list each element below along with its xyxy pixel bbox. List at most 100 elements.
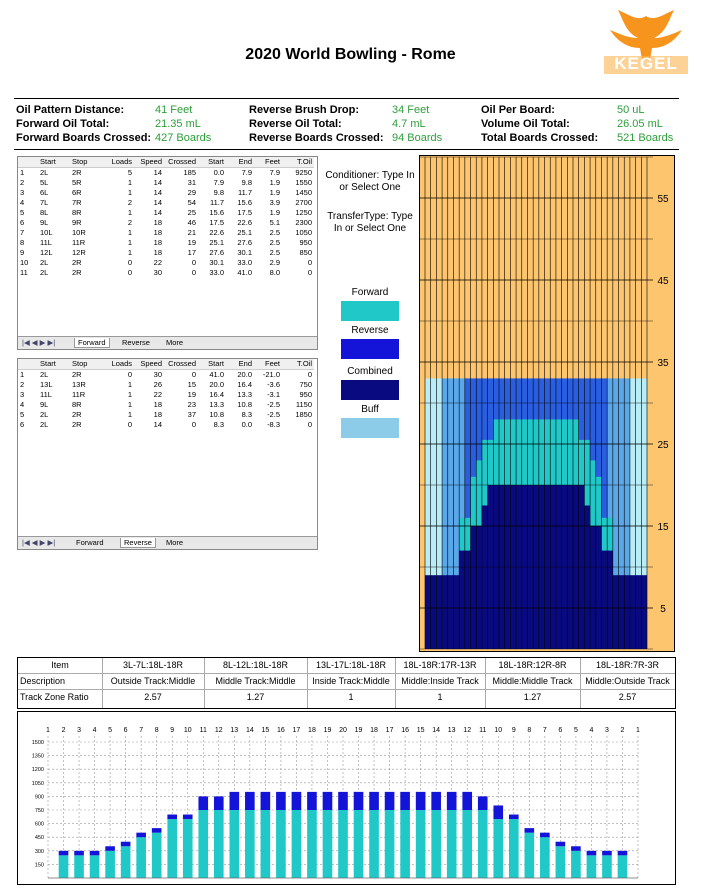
table-cell[interactable]: 7 <box>20 228 25 237</box>
table-cell[interactable]: 15 <box>187 380 196 389</box>
table-cell[interactable]: 16.4 <box>237 380 252 389</box>
table-cell[interactable]: 5.1 <box>269 218 280 227</box>
table-cell[interactable]: 1.9 <box>269 188 280 197</box>
table-cell[interactable]: 3.9 <box>269 198 280 207</box>
table-cell[interactable]: 4 <box>20 400 25 409</box>
table-cell[interactable]: 13L <box>40 380 53 389</box>
table-row[interactable]: 2 13L 13R 1 26 15 20.0 16.4 -3.6 750 <box>18 380 314 390</box>
table-cell[interactable]: 0 <box>191 258 196 267</box>
table-cell[interactable]: 30 <box>153 370 162 379</box>
table-cell[interactable]: 0 <box>191 420 196 429</box>
table-cell[interactable]: 12R <box>72 248 86 257</box>
table-cell[interactable]: 2.5 <box>269 228 280 237</box>
table-cell[interactable]: 2 <box>20 380 25 389</box>
table-row[interactable]: 4 9L 8R 1 18 23 13.3 10.8 -2.5 1150 <box>18 400 314 410</box>
table-cell[interactable]: 5 <box>20 410 25 419</box>
table-cell[interactable]: 9L <box>40 218 49 227</box>
table-cell[interactable]: 11L <box>40 238 52 247</box>
table-cell[interactable]: 2R <box>72 168 82 177</box>
table-cell[interactable]: 10.8 <box>209 410 224 419</box>
table-cell[interactable]: 26 <box>153 380 162 389</box>
table-cell[interactable]: 9R <box>72 218 82 227</box>
table-cell[interactable]: 5 <box>127 168 132 177</box>
table-cell[interactable]: 1150 <box>295 400 312 409</box>
table-cell[interactable]: 2L <box>40 168 49 177</box>
table-cell[interactable]: 5R <box>72 178 82 187</box>
table-cell[interactable]: 22 <box>153 258 162 267</box>
table-cell[interactable]: 6L <box>40 188 49 197</box>
table-cell[interactable]: 1250 <box>295 208 312 217</box>
table-cell[interactable]: 3 <box>20 188 25 197</box>
table-row[interactable]: 5 8L 8R 1 14 25 15.6 17.5 1.9 1250 <box>18 208 314 218</box>
table-row[interactable]: 10 2L 2R 0 22 0 30.1 33.0 2.9 0 <box>18 258 314 268</box>
table-row[interactable]: 1 2L 2R 5 14 185 0.0 7.9 7.9 9250 <box>18 168 314 179</box>
table-cell[interactable]: 3 <box>20 390 25 399</box>
table-cell[interactable]: 14 <box>153 420 162 429</box>
table-cell[interactable]: 1 <box>127 208 132 217</box>
tab-reverse[interactable]: Reverse <box>120 538 156 548</box>
table-cell[interactable]: 13.3 <box>237 390 252 399</box>
sheet-nav-icon[interactable]: |◀ ◀ ▶ ▶| <box>22 538 56 547</box>
table-cell[interactable]: 1050 <box>295 228 312 237</box>
table-cell[interactable]: 950 <box>299 390 312 399</box>
table-cell[interactable]: 0.0 <box>213 168 224 177</box>
table-row[interactable]: 1 2L 2R 0 30 0 41.0 20.0 -21.0 0 <box>18 370 314 381</box>
table-cell[interactable]: 2L <box>40 420 49 429</box>
table-cell[interactable]: 17.5 <box>209 218 224 227</box>
table-cell[interactable]: 2.5 <box>269 248 280 257</box>
table-cell[interactable]: 22.6 <box>237 218 252 227</box>
table-cell[interactable]: 30.1 <box>237 248 252 257</box>
table-cell[interactable]: 30 <box>153 268 162 277</box>
table-cell[interactable]: 14 <box>153 178 162 187</box>
reverse-sheet[interactable]: Start Stop Loads Speed Crossed Start End Feet T.… <box>17 358 318 550</box>
table-cell[interactable]: 10 <box>20 258 29 267</box>
table-cell[interactable]: 8R <box>72 400 82 409</box>
table-cell[interactable]: 16.4 <box>209 390 224 399</box>
table-cell[interactable]: 18 <box>153 218 162 227</box>
table-cell[interactable]: 185 <box>183 168 196 177</box>
table-cell[interactable]: 0 <box>307 370 312 379</box>
table-cell[interactable]: 0 <box>127 258 132 267</box>
table-cell[interactable]: 2R <box>72 420 82 429</box>
table-cell[interactable]: 2R <box>72 258 82 267</box>
table-cell[interactable]: 7L <box>40 198 49 207</box>
table-cell[interactable]: 18 <box>153 400 162 409</box>
sheet-nav-icon[interactable]: |◀ ◀ ▶ ▶| <box>22 338 56 347</box>
table-cell[interactable]: 2L <box>40 410 49 419</box>
table-cell[interactable]: 8 <box>20 238 25 247</box>
table-cell[interactable]: 33.0 <box>209 268 224 277</box>
table-cell[interactable]: 11R <box>72 238 86 247</box>
table-cell[interactable]: 0 <box>127 370 132 379</box>
table-cell[interactable]: 0 <box>127 268 132 277</box>
table-cell[interactable]: 10L <box>40 228 53 237</box>
table-cell[interactable]: 20.0 <box>237 370 252 379</box>
tab-forward[interactable]: Forward <box>74 338 110 348</box>
table-cell[interactable]: 13.3 <box>209 400 224 409</box>
table-cell[interactable]: 1 <box>127 380 132 389</box>
table-cell[interactable]: 15.6 <box>209 208 224 217</box>
table-cell[interactable]: 0 <box>307 258 312 267</box>
table-row[interactable]: 9 12L 12R 1 18 17 27.6 30.1 2.5 850 <box>18 248 314 258</box>
table-cell[interactable]: 1 <box>127 178 132 187</box>
table-cell[interactable]: -3.1 <box>267 390 280 399</box>
table-cell[interactable]: 9.8 <box>213 188 224 197</box>
table-cell[interactable]: 25 <box>187 208 196 217</box>
table-cell[interactable]: 29 <box>187 188 196 197</box>
table-cell[interactable]: 7.9 <box>269 168 280 177</box>
table-cell[interactable]: 13R <box>72 380 86 389</box>
table-cell[interactable]: 2R <box>72 410 82 419</box>
table-cell[interactable]: 11.7 <box>237 188 252 197</box>
table-cell[interactable]: 14 <box>153 168 162 177</box>
conditioner-select[interactable]: Conditioner: Type In or Select One <box>325 170 415 193</box>
tab-more[interactable]: More <box>166 338 184 347</box>
forward-sheet[interactable]: Start Stop Loads Speed Crossed Start End Feet T.… <box>17 156 318 350</box>
table-cell[interactable]: 9 <box>20 248 25 257</box>
table-cell[interactable]: 11R <box>72 390 86 399</box>
table-row[interactable]: 4 7L 7R 2 14 54 11.7 15.6 3.9 2700 <box>18 198 314 208</box>
table-row[interactable]: 6 2L 2R 0 14 0 8.3 0.0 -8.3 0 <box>18 420 314 430</box>
table-cell[interactable]: 27.6 <box>237 238 252 247</box>
table-cell[interactable]: 2L <box>40 258 49 267</box>
table-cell[interactable]: 1 <box>20 168 25 177</box>
table-cell[interactable]: 15.6 <box>237 198 252 207</box>
table-cell[interactable]: 850 <box>299 248 312 257</box>
